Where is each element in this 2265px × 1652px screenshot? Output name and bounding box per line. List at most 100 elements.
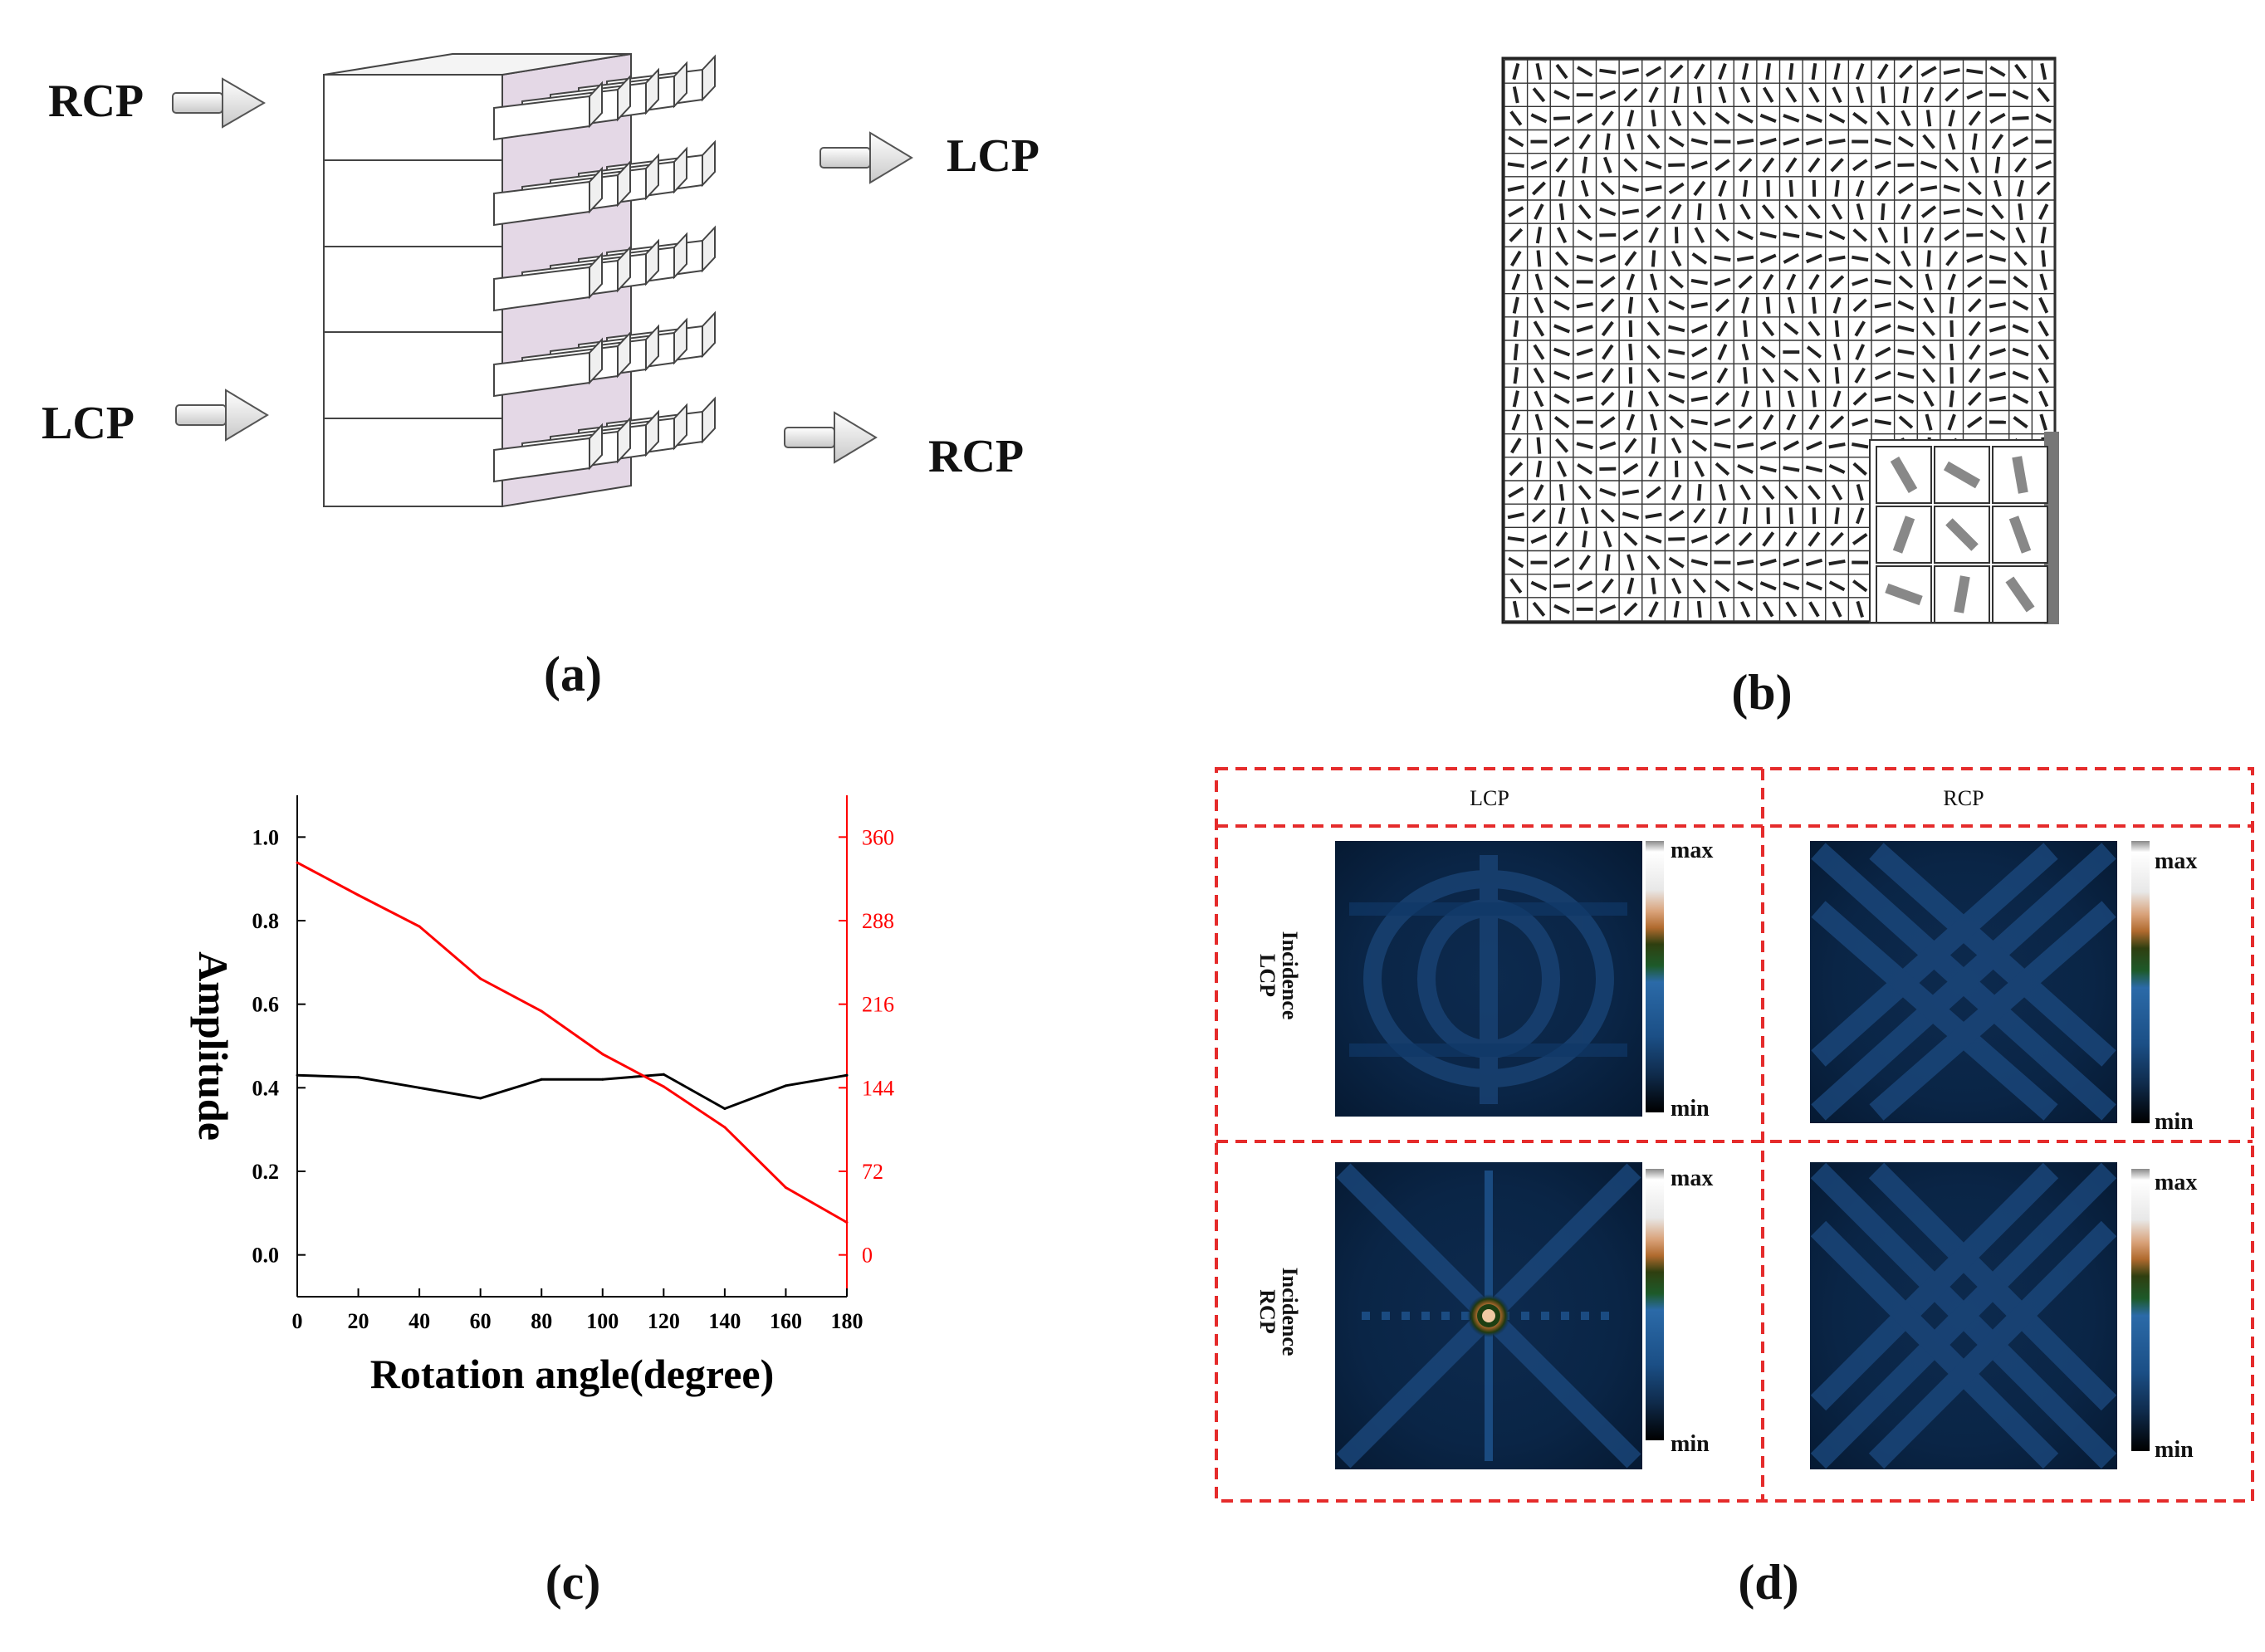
unit-cell-fin (1580, 507, 1589, 525)
unit-cell-fin (1690, 302, 1708, 309)
unit-cell-fin (1737, 230, 1754, 241)
unit-cell-fin (1968, 298, 1982, 313)
unit-cell-fin (2013, 251, 2028, 266)
unit-cell-fin (1829, 275, 1845, 289)
x-tick-label: 120 (648, 1309, 680, 1333)
unit-cell-fin (1783, 232, 1800, 238)
unit-cell-fin (1555, 63, 1568, 80)
unit-cell-fin (1783, 466, 1800, 472)
unit-cell-fin (1855, 507, 1865, 525)
unit-cell-fin (1805, 231, 1823, 239)
fin-side (617, 74, 631, 122)
x-axis-title: Rotation angle(degree) (370, 1351, 774, 1397)
unit-cell-fin (1923, 390, 1935, 408)
fin-side (673, 317, 687, 365)
unit-cell-fin (1601, 320, 1614, 337)
unit-cell-fin (1760, 345, 1776, 359)
arrow-rcp-in (172, 77, 266, 129)
metasurface-3d-illustration (172, 52, 913, 508)
unit-cell-fin (1599, 254, 1617, 263)
unit-cell-fin (1576, 302, 1593, 309)
unit-cell-fin (1967, 181, 1982, 196)
colorbar-2-max: max (2155, 848, 2197, 874)
inset-fin (1954, 575, 1970, 613)
unit-cell-fin (1715, 298, 1730, 312)
unit-cell-fin (1601, 391, 1615, 407)
inset-fin (1945, 518, 1979, 551)
inset-fin (1943, 461, 1981, 489)
unit-cell-fin (2037, 87, 2050, 103)
unit-cell-fin (1623, 87, 1638, 102)
unit-cell-fin (1648, 86, 1659, 104)
unit-cell-fin (1531, 508, 1546, 523)
unit-cell-fin (1511, 413, 1521, 431)
unit-cell-fin (1876, 180, 1890, 197)
unit-cell-fin (1694, 227, 1705, 244)
unit-cell-fin (1648, 461, 1659, 477)
caption-b: (b) (1731, 665, 1793, 720)
unit-cell-fin (1690, 160, 1708, 170)
unit-cell-fin (1788, 62, 1794, 81)
unit-cell-fin (1762, 413, 1774, 431)
y-tick-label: 1.0 (252, 825, 280, 849)
unit-cell-fin (1553, 276, 1570, 289)
unit-cell-fin (1690, 324, 1708, 334)
unit-cell-fin (1577, 229, 1593, 242)
colorbar-3 (1646, 1169, 1664, 1440)
unit-cell-fin (1808, 320, 1821, 337)
unit-cell-fin (1787, 296, 1795, 314)
unit-cell-fin (1627, 554, 1635, 571)
x-tick-label: 60 (470, 1309, 492, 1333)
unit-cell-fin (1925, 413, 1933, 431)
field-map-lcp-incidence-rcp (1810, 841, 2117, 1123)
data-point (479, 977, 482, 980)
unit-cell-fin (1762, 157, 1775, 173)
unit-cell-fin (1558, 483, 1565, 501)
unit-cell-fin (1897, 163, 1915, 168)
unit-cell-fin (1949, 390, 1954, 408)
unit-cell-fin (1898, 275, 1914, 289)
unit-cell-fin (1715, 228, 1730, 242)
y-tick-label: 0.6 (252, 993, 280, 1017)
unit-cell-fin (1877, 63, 1889, 80)
caption-d: (d) (1738, 1555, 1799, 1610)
unit-cell-fin (1555, 531, 1568, 547)
unit-cell-fin (1600, 181, 1615, 196)
unit-cell-fin (1532, 601, 1546, 617)
unit-cell-fin (1765, 62, 1771, 81)
unit-cell-fin (2012, 300, 2029, 311)
unit-cell-fin (1989, 112, 2006, 124)
unit-cell-fin (1966, 90, 1984, 100)
unit-cell-fin (1671, 437, 1682, 454)
unit-cell-fin (1854, 367, 1866, 384)
unit-cell-fin (1512, 62, 1520, 81)
unit-cell-fin (1762, 320, 1775, 337)
y2-tick-label: 360 (862, 825, 894, 849)
unit-cell-fin (1832, 601, 1842, 618)
inset-fin (1885, 583, 1923, 606)
data-point (784, 1186, 787, 1190)
unit-cell-fin (1692, 578, 1706, 594)
caption-a: (a) (544, 647, 602, 701)
unit-cell-fin (1533, 367, 1545, 384)
unit-cell-fin (1742, 179, 1749, 198)
unit-cell-fin (1828, 230, 1846, 241)
unit-cell-fin (2012, 393, 2029, 404)
unit-cell-fin (1690, 370, 1708, 381)
unit-cell-fin (1833, 343, 1841, 361)
unit-cell-fin (1669, 275, 1684, 289)
unit-cell-fin (1738, 415, 1753, 429)
y-tick-label: 0.0 (252, 1244, 280, 1268)
unit-cell-fin (1785, 157, 1798, 174)
row-header-1-line2: LCP (1255, 954, 1279, 997)
unit-cell-fin (1671, 250, 1682, 267)
unit-cell-fin (1718, 203, 1726, 221)
unit-cell-fin (1805, 581, 1822, 591)
fin-side (617, 330, 631, 379)
unit-cell-fin (1508, 135, 1524, 148)
data-point (662, 1085, 665, 1088)
caption-c: (c) (545, 1555, 601, 1610)
unit-cell-fin (1899, 64, 1913, 79)
x-tick-label: 80 (531, 1309, 552, 1333)
inset-fin (2008, 516, 2032, 554)
